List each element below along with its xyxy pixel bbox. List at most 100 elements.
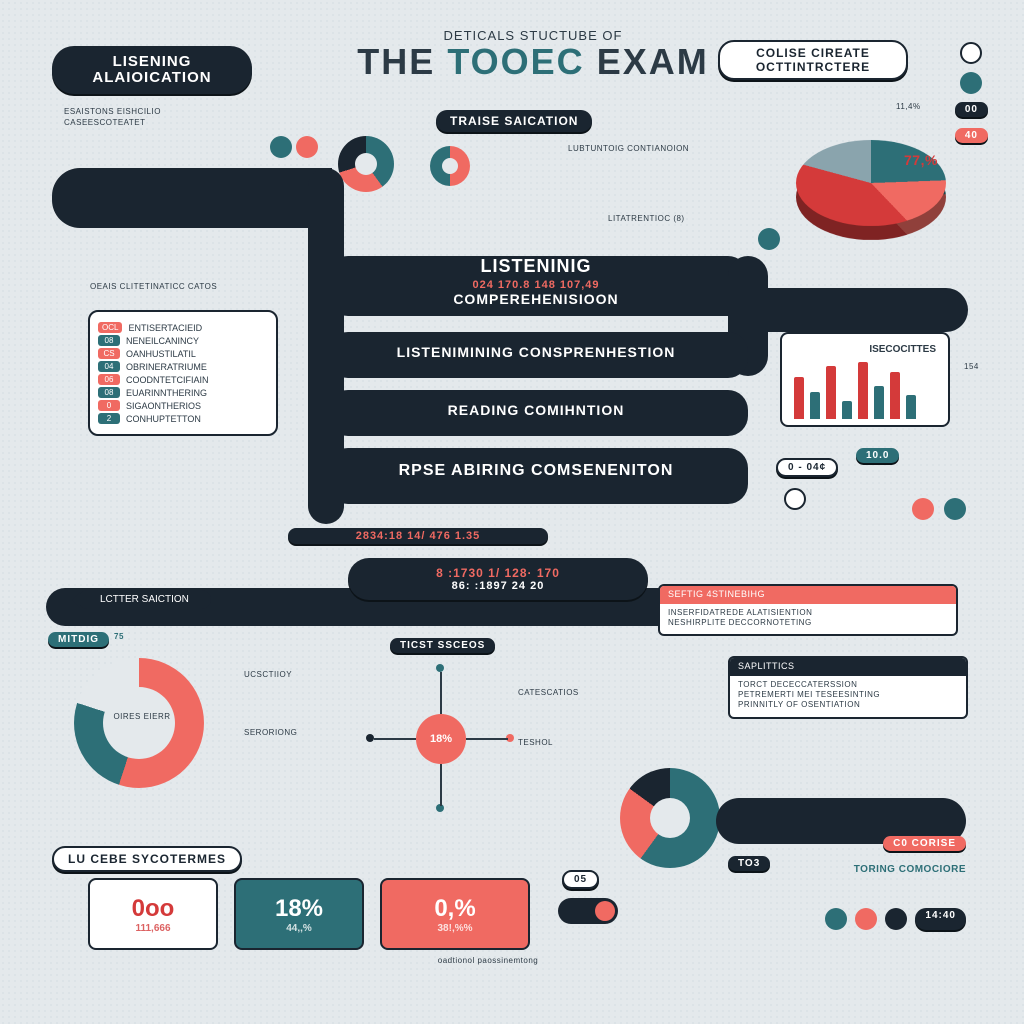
panel-tag: 08	[98, 387, 120, 398]
barchart-title: ISECOCITTES	[794, 344, 936, 355]
right-sapi-card: SAPLITTICS TORCT DECECCATERSSION PETREME…	[728, 656, 968, 719]
stat-card-1: 18% 44,,%	[234, 878, 364, 950]
panel-row-6: 0 SIGAONTHERIOS	[98, 400, 268, 411]
bottom-center-caption: oadtionol paossinemtong	[388, 956, 588, 965]
panel-list: OCL ENTISERTACIEID 08 NENEILCANINCY CS OANHUS…	[88, 310, 278, 436]
gauge-center-label: OIRES EIERR	[112, 712, 172, 721]
top-left-pill: LISENING ALAIOICATION	[52, 46, 252, 94]
ring-icon	[784, 488, 806, 510]
ribbon-1	[52, 168, 332, 228]
pillrow-dot-3	[885, 908, 907, 930]
badge-mitdig: MITDIG	[48, 632, 109, 647]
panel-text: OBRINERATRIUME	[126, 362, 207, 372]
banner-05: 05	[562, 870, 599, 889]
pillrow-dot-1	[825, 908, 847, 930]
panel-tag: CS	[98, 348, 120, 359]
bar-2	[826, 366, 836, 419]
main-pill-2: LISTENIMINING CONSPRENHESTION	[356, 336, 716, 368]
numstrip-1: 2834:18 14/ 476 1.35	[288, 528, 548, 544]
hub-wrap: 18%	[366, 664, 516, 814]
pill-row: 14:40	[825, 908, 966, 930]
panel-text: OANHUSTILATIL	[126, 349, 196, 359]
gauge-left	[74, 658, 204, 788]
panel-row-0: OCL ENTISERTACIEID	[98, 322, 268, 333]
pillrow-chip: 14:40	[915, 908, 966, 930]
panel-text: SIGAONTHERIOS	[126, 401, 201, 411]
cap-top-right-sub: LUBTUNTOIG CONTIANOION	[568, 144, 768, 153]
header-sub-pill: TRAISE SAICATION	[436, 110, 592, 132]
panel-text: NENEILCANINCY	[126, 336, 199, 346]
numstrip-2: 8 :1730 1/ 128· 170 86: :1897 24 20	[348, 558, 648, 600]
hub-line-n	[440, 672, 442, 714]
pillrow-dot-2	[855, 908, 877, 930]
stat-card-0: 0oo 111,666	[88, 878, 218, 950]
bar-6	[890, 372, 900, 419]
right-mid-card: SEFTIG 4STINEBIHG INSERFIDATREDE ALATISI…	[658, 584, 958, 636]
panel-tag: OCL	[98, 322, 122, 333]
hub-cap-4: TESHOL	[518, 738, 628, 747]
main-pill-3: READING COMIHNTION	[356, 394, 716, 426]
hub-line-s	[440, 764, 442, 806]
bar-4	[858, 362, 868, 419]
panel-row-3: 04 OBRINERATRIUME	[98, 361, 268, 372]
panel-text: ENTISERTACIEID	[128, 323, 202, 333]
hub-line-e	[466, 738, 508, 740]
ribbon-left-spine	[308, 168, 344, 524]
infographic-root: DETICALS STUCTUBE OF THE TOOEC EXAM LISE…	[28, 28, 996, 996]
hub-center: 18%	[416, 714, 466, 764]
dot-icon-3	[296, 136, 318, 158]
toggle	[558, 898, 618, 924]
panel-row-2: CS OANHUSTILATIL	[98, 348, 268, 359]
panel-tag: 08	[98, 335, 120, 346]
panel-tag: 0	[98, 400, 120, 411]
right-sapi-card-title: SAPLITTICS	[730, 658, 966, 676]
bar-3	[842, 401, 852, 419]
badge-100: 10.0	[856, 448, 899, 463]
hub-cap-1: UCSCTIIOY	[244, 670, 354, 679]
panel-row-7: 2 CONHUPTETTON	[98, 413, 268, 424]
left-section-label: LCTTER SAICTION	[78, 590, 211, 609]
pie-label-1: 11,4%	[896, 102, 921, 111]
panel-text: EUARINNTHERING	[126, 388, 207, 398]
pie-right-wrap: 11,4% 77,%	[786, 108, 956, 228]
ribbon-right-ext	[728, 288, 968, 332]
page-title: THE TOOEC EXAM	[328, 41, 738, 83]
panel-tag: 04	[98, 361, 120, 372]
bar-5	[874, 386, 884, 419]
panel-text: CONHUPTETTON	[126, 414, 201, 424]
panel-row-5: 08 EUARINNTHERING	[98, 387, 268, 398]
tag-to3: TO3	[728, 856, 770, 871]
cap-letter-panel: OEAIS CLITETINATICC CATOS	[90, 282, 270, 291]
dot-icon	[960, 72, 982, 94]
hub-node-n	[436, 664, 444, 672]
left-bottom-chip: LU CEBE SYCOTERMES	[52, 846, 242, 872]
cap-mid-right-sub: LITATRENTIOC (8)	[608, 214, 768, 223]
dot-icon-4	[758, 228, 780, 250]
barchart: ISECOCITTES	[780, 332, 950, 427]
toggle-knob	[595, 901, 615, 921]
main-pill-4: RPSE ABIRING COMSENENITON	[356, 454, 716, 488]
pie-label-2: 77,%	[904, 152, 938, 168]
barchart-bars	[794, 359, 936, 419]
badge-75: 75	[114, 632, 124, 641]
panel-tag: 2	[98, 413, 120, 424]
panel-row-4: 06COODNTETCIFIAIN	[98, 374, 268, 385]
main-pill-1: LISTENINIG 024 170.8 148 107,49 COMPEREH…	[356, 252, 716, 315]
hub-line-w	[374, 738, 416, 740]
bar-1	[810, 392, 820, 419]
barchart-side: 154	[964, 362, 979, 371]
right-bottom-chip: C0 CORISE	[883, 836, 966, 851]
micro-left: ESAISTONS EISHCILIO CASEESCOTEATET	[64, 106, 234, 128]
badge-40: 40	[955, 128, 988, 143]
dot-icon-5	[912, 498, 934, 520]
hub-label: TICST SSCEOS	[390, 638, 495, 653]
bar-0	[794, 377, 804, 419]
panel-row-1: 08 NENEILCANINCY	[98, 335, 268, 346]
donut-small	[338, 136, 394, 192]
hub-cap-2: SERORIONG	[244, 728, 354, 737]
right-bottom-label: TORING COMOCIORE	[846, 864, 966, 875]
right-mid-chip: 0 - 04¢	[776, 458, 838, 477]
stat-card-2: 0,% 38!,%%	[380, 878, 530, 950]
badge-00: 00	[955, 102, 988, 117]
donut-center-tiny	[430, 146, 470, 186]
